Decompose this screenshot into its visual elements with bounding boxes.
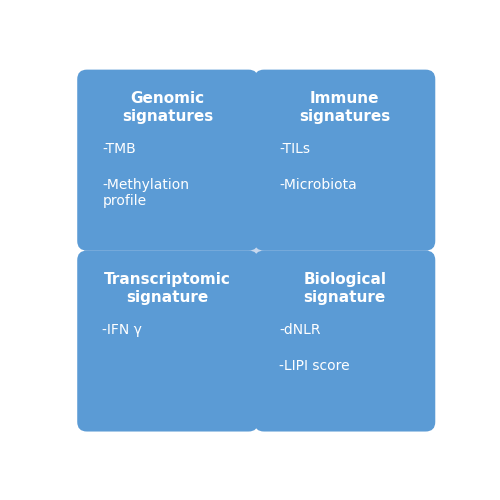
Text: -dNLR: -dNLR (280, 324, 321, 338)
Text: -IFN γ: -IFN γ (102, 324, 142, 338)
Text: -Microbiota: -Microbiota (280, 178, 357, 192)
FancyBboxPatch shape (254, 250, 436, 432)
FancyBboxPatch shape (77, 250, 258, 432)
Text: Transcriptomic
signature: Transcriptomic signature (104, 272, 231, 306)
Text: -Methylation
profile: -Methylation profile (102, 178, 189, 208)
Text: Immune
signatures: Immune signatures (299, 91, 390, 124)
FancyBboxPatch shape (77, 70, 258, 250)
Text: -TILs: -TILs (280, 142, 310, 156)
Text: -TMB: -TMB (102, 142, 136, 156)
FancyBboxPatch shape (254, 70, 436, 250)
Text: Genomic
signatures: Genomic signatures (122, 91, 214, 124)
Text: -LIPI score: -LIPI score (280, 359, 350, 373)
Text: Biological
signature: Biological signature (304, 272, 386, 306)
